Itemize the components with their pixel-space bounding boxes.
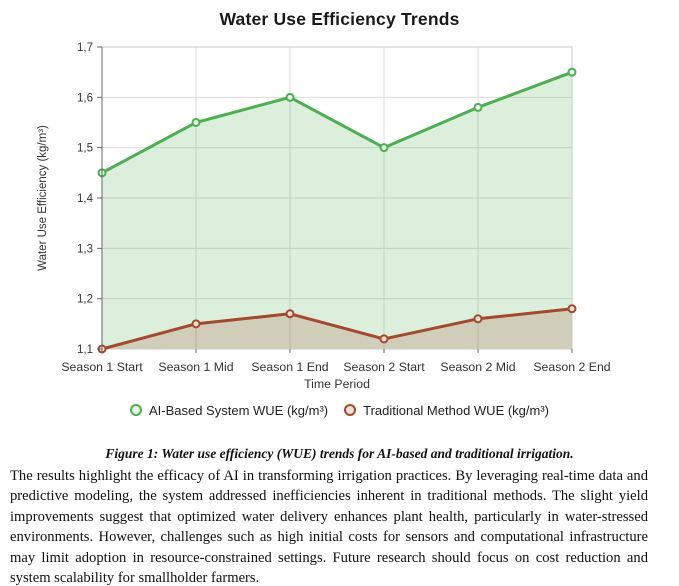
legend-circle-red-icon [344,404,357,416]
y-tick-label: 1,5 [77,143,93,155]
legend-circle-green-icon [129,404,142,416]
data-point-marker [285,92,295,102]
data-point-marker [379,334,389,344]
chart-legend: AI-Based System WUE (kg/m³) Traditional … [0,402,679,418]
x-axis-title: Time Period [304,377,370,391]
figure-caption: Figure 1: Water use efficiency (WUE) tre… [105,446,574,461]
legend-label-traditional: Traditional Method WUE (kg/m³) [363,402,550,418]
legend-label-ai-based: AI-Based System WUE (kg/m³) [148,402,329,418]
series-area [102,308,572,349]
data-point-marker [191,319,201,329]
series-line [100,70,574,175]
y-tick-label: 1,3 [77,243,93,255]
data-point-marker [379,143,389,153]
wue-area-chart: 1,1 1,2 1,3 1,4 1,5 1,6 1,7 Season 1 Start Seaso… [37,42,611,391]
y-tick-label: 1,1 [77,344,93,356]
data-point-marker [191,118,201,127]
x-tick-label: Season 1 Start [61,360,143,374]
legend-item-ai-based[interactable]: AI-Based System WUE (kg/m³) [129,402,329,418]
x-tick-label: Season 1 Mid [158,360,233,374]
y-tick-label: 1,7 [77,42,93,54]
data-point-marker [567,304,577,314]
y-axis-title: Water Use Efficiency (kg/m³) [37,125,49,271]
series-area [102,72,572,349]
y-tick-label: 1,6 [77,92,93,104]
figure-discussion-paragraph: The results highlight the efficacy of AI… [10,468,648,586]
data-point-marker [285,309,295,319]
chart-title: Water Use Efficiency Trends [219,9,460,29]
x-tick-label: Season 2 Start [343,360,425,374]
x-tick-label: Season 1 End [251,360,328,374]
y-tick-label: 1,2 [77,294,93,306]
y-tick-label: 1,4 [77,193,94,205]
data-point-marker [473,314,483,324]
data-point-marker [473,102,483,112]
series-line [100,307,574,351]
x-tick-label: Season 2 End [533,360,610,374]
x-tick-label: Season 2 Mid [440,360,515,374]
data-point-marker [567,67,577,77]
legend-item-traditional[interactable]: Traditional Method WUE (kg/m³) [344,403,549,418]
